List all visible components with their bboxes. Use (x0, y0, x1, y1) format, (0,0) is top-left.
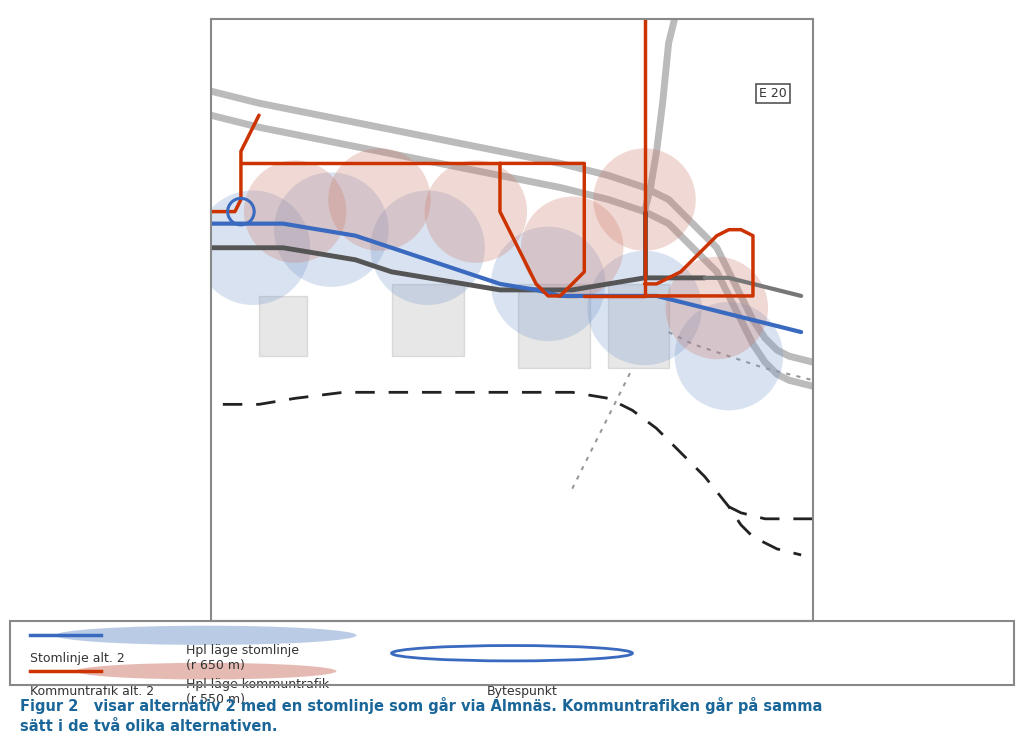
Circle shape (244, 160, 346, 263)
Text: Bytespunkt: Bytespunkt (487, 685, 558, 698)
Text: Hpl läge stomlinje
(r 650 m): Hpl läge stomlinje (r 650 m) (186, 645, 299, 672)
Bar (259, 296, 307, 356)
Circle shape (425, 160, 527, 263)
Text: Figur 2   visar alternativ 2 med en stomlinje som går via Almnäs. Kommuntrafiken: Figur 2 visar alternativ 2 med en stomli… (20, 697, 822, 734)
Text: Kommuntrafik alt. 2: Kommuntrafik alt. 2 (31, 685, 155, 698)
Circle shape (675, 302, 783, 410)
Text: E 20: E 20 (759, 87, 786, 100)
Bar (518, 284, 590, 368)
Text: Stomlinje alt. 2: Stomlinje alt. 2 (31, 652, 125, 665)
Circle shape (274, 172, 388, 287)
Circle shape (76, 663, 336, 679)
Bar (608, 284, 669, 368)
Circle shape (521, 197, 624, 299)
Circle shape (196, 191, 310, 305)
Circle shape (371, 191, 485, 305)
Circle shape (588, 251, 701, 365)
Circle shape (329, 148, 431, 251)
Circle shape (490, 227, 605, 341)
Circle shape (55, 626, 356, 645)
Bar (391, 284, 464, 356)
Text: Hpl läge kommuntrafik
(r 550 m): Hpl läge kommuntrafik (r 550 m) (186, 678, 329, 706)
Circle shape (593, 148, 695, 251)
Circle shape (666, 257, 768, 359)
